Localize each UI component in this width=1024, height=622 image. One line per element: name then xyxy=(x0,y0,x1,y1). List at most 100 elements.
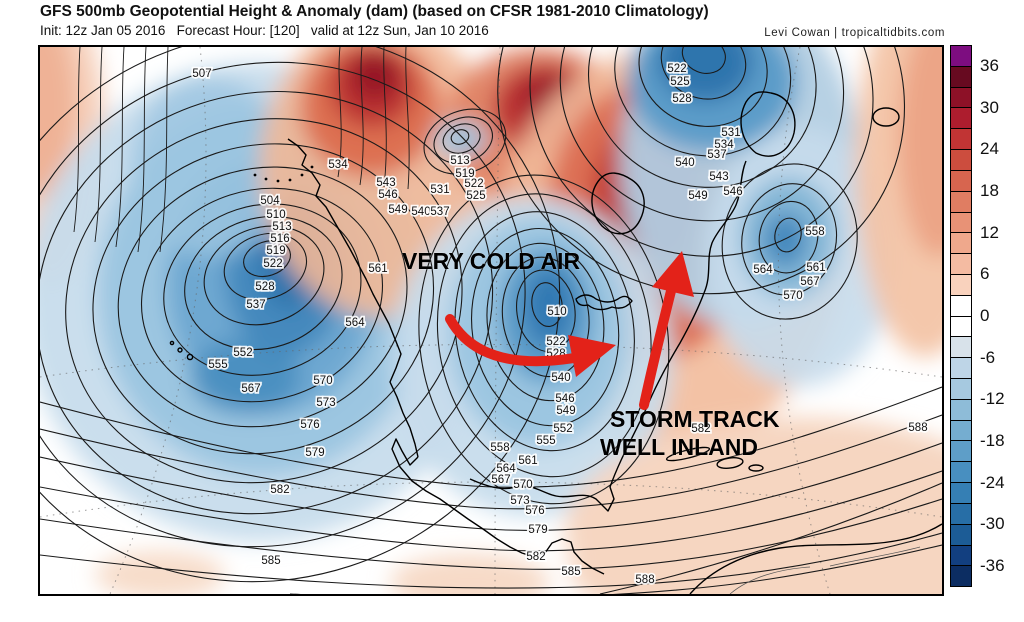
curved-storm-arrowhead xyxy=(568,335,616,377)
colorbar-segment xyxy=(951,462,971,484)
colorbar-segment xyxy=(951,212,971,234)
contour-label: 570 xyxy=(513,479,532,491)
colorbar-tick: 36 xyxy=(980,55,999,75)
colorbar-segment xyxy=(951,66,971,88)
contour-label: 543 xyxy=(709,171,728,183)
colorbar-segment xyxy=(951,441,971,463)
contour-label: 546 xyxy=(723,186,742,198)
contour-label: 534 xyxy=(328,159,348,171)
colorbar-tick: -30 xyxy=(980,514,1005,534)
vertical-storm-arrowhead xyxy=(652,251,694,297)
contour-label: 570 xyxy=(783,290,802,302)
contour-label: 531 xyxy=(430,184,449,196)
model-init-line: Init: 12z Jan 05 2016 Forecast Hour: [12… xyxy=(40,23,489,38)
contour-label: 531 xyxy=(721,127,740,139)
colorbar xyxy=(950,45,972,587)
colorbar-tick-labels: 36 30 24 18 12 6 0 -6 -12 -18 -24 -30 -36 xyxy=(980,45,1024,587)
contour-label: 588 xyxy=(908,422,927,434)
colorbar-segment xyxy=(951,87,971,109)
contour-label: 558 xyxy=(805,226,824,238)
contour-label: 546 xyxy=(555,393,574,405)
contour-label: 555 xyxy=(208,359,227,371)
colorbar-tick: -12 xyxy=(980,389,1005,409)
colorbar-segment xyxy=(951,108,971,130)
contour-label: 582 xyxy=(526,551,545,563)
annotation-text: VERY COLD AIR xyxy=(402,248,580,274)
contour-label: 540 xyxy=(411,206,430,218)
colorbar-segment xyxy=(951,316,971,338)
contour-label: 564 xyxy=(753,264,773,276)
contour-label: 519 xyxy=(455,168,474,180)
map-canvas: 507 504 510 513 516 519 522 528 537 552 555 567 570 5… xyxy=(38,45,944,596)
colorbar-segment xyxy=(951,129,971,151)
colorbar-segment xyxy=(951,274,971,296)
curved-storm-arrow xyxy=(445,314,585,367)
contour-label: 588 xyxy=(635,574,654,586)
contour-label: 540 xyxy=(551,372,570,384)
colorbar-tick: -36 xyxy=(980,556,1005,576)
contour-label: 570 xyxy=(313,375,332,387)
colorbar-segment xyxy=(951,358,971,379)
contour-label: 504 xyxy=(260,195,280,207)
contour-label: 528 xyxy=(255,281,274,293)
annotation-text: STORM TRACK xyxy=(610,406,780,432)
contour-label: 558 xyxy=(490,442,509,454)
contour-label: 525 xyxy=(466,190,485,202)
contour-label: 564 xyxy=(496,463,516,475)
colorbar-segment xyxy=(951,399,971,421)
colorbar-segment xyxy=(951,254,971,275)
contour-label: 579 xyxy=(305,447,324,459)
colorbar-segment xyxy=(951,379,971,400)
colorbar-tick: 24 xyxy=(980,139,999,159)
contour-label: 567 xyxy=(800,276,819,288)
contour-label: 573 xyxy=(316,397,335,409)
colorbar-segment xyxy=(951,150,971,171)
contour-label: 522 xyxy=(464,178,483,190)
contour-labels: 5075045105135165195225285375525555675705… xyxy=(191,61,930,588)
contour-label: 582 xyxy=(691,423,710,435)
contour-label: 537 xyxy=(430,206,449,218)
contour-label: 522 xyxy=(546,336,565,348)
contour-label: 507 xyxy=(192,68,211,80)
contour-label: 573 xyxy=(510,495,529,507)
colorbar-segment xyxy=(951,170,971,192)
colorbar-tick: 12 xyxy=(980,222,999,242)
contour-label: 582 xyxy=(270,484,289,496)
contour-label: 537 xyxy=(246,299,265,311)
height-contours xyxy=(40,47,942,594)
colorbar-tick: -6 xyxy=(980,347,996,367)
vertical-storm-arrow xyxy=(639,282,677,410)
contour-label: 561 xyxy=(518,455,537,467)
page-title: GFS 500mb Geopotential Height & Anomaly … xyxy=(40,3,709,20)
colorbar-segment xyxy=(951,295,971,317)
colorbar-tick: 0 xyxy=(980,306,990,325)
contour-label: 528 xyxy=(672,93,691,105)
contour-label: 552 xyxy=(233,347,252,359)
annotation-text: WELL INLAND xyxy=(600,434,758,460)
colorbar-tick: -18 xyxy=(980,431,1005,451)
contour-label: 576 xyxy=(300,419,319,431)
colorbar-segment xyxy=(951,545,971,567)
contour-label: 564 xyxy=(345,317,365,329)
contour-label: 549 xyxy=(688,190,707,202)
colorbar-segment xyxy=(951,191,971,213)
colorbar-tick: 6 xyxy=(980,264,990,284)
contour-label: 549 xyxy=(556,405,575,417)
colorbar-tick: 18 xyxy=(980,180,999,200)
contour-label: 540 xyxy=(675,157,694,169)
contour-label: 534 xyxy=(714,139,734,151)
contour-label: 519 xyxy=(266,245,285,257)
contour-label: 561 xyxy=(806,262,825,274)
contour-label: 585 xyxy=(261,555,280,567)
colorbar-segment xyxy=(951,337,971,359)
contour-label: 516 xyxy=(270,233,289,245)
contour-label: 525 xyxy=(670,76,689,88)
contour-label: 510 xyxy=(266,209,285,221)
credit-text: Levi Cowan | tropicaltidbits.com xyxy=(764,27,945,39)
storm-track-arrows xyxy=(445,251,694,410)
contour-label: 522 xyxy=(263,258,282,270)
colorbar-segment xyxy=(951,524,971,546)
colorbar-segment xyxy=(951,46,971,67)
